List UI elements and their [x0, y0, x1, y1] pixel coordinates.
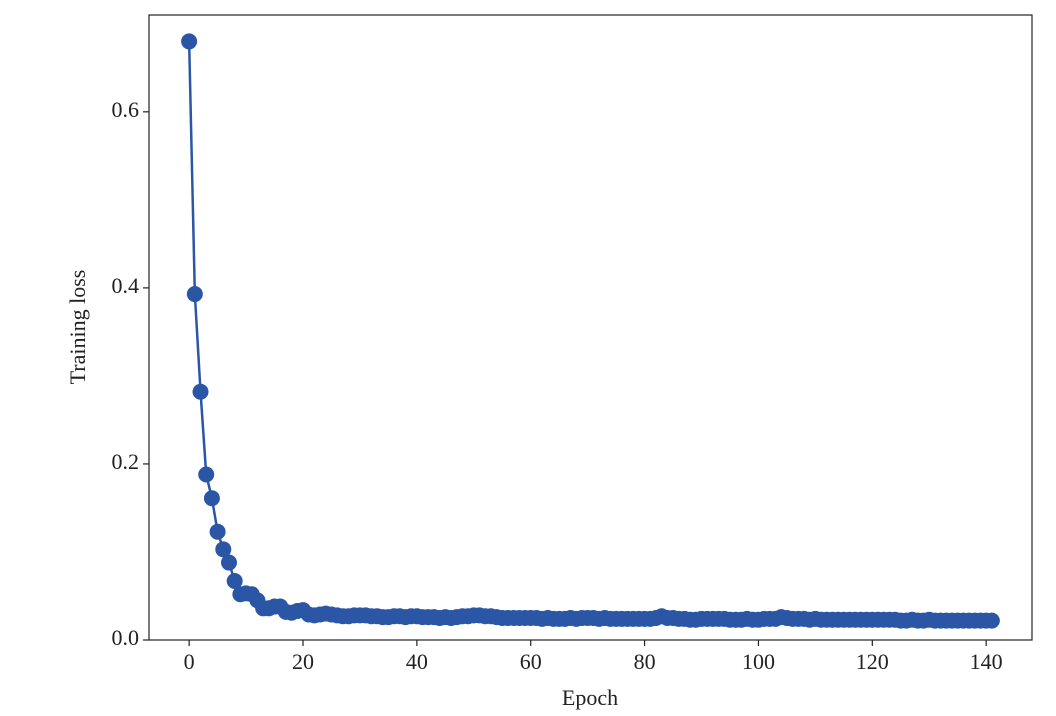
loss-point [220, 554, 237, 571]
x-tick-label: 80 [634, 649, 656, 674]
x-tick-label: 40 [406, 649, 428, 674]
y-tick-label: 0.2 [112, 449, 140, 474]
loss-point [186, 286, 203, 303]
plot-frame [148, 14, 1033, 641]
loss-point [198, 466, 215, 483]
loss-line [187, 41, 992, 622]
loss-point [983, 612, 1000, 629]
x-tick-label: 120 [856, 649, 889, 674]
x-tick-label: 20 [292, 649, 314, 674]
loss-point [203, 490, 220, 507]
x-tick-label: 140 [970, 649, 1003, 674]
y-tick-label: 0.4 [112, 273, 140, 298]
x-axis-label: Epoch [562, 685, 618, 710]
loss-point [226, 573, 243, 590]
loss-point [181, 33, 198, 50]
loss-point [209, 523, 226, 540]
y-axis-label: Training loss [65, 270, 90, 385]
x-tick-label: 0 [184, 649, 195, 674]
x-tick-label: 100 [742, 649, 775, 674]
loss-point [215, 541, 232, 558]
y-tick-label: 0.0 [112, 625, 140, 650]
x-tick-label: 60 [520, 649, 542, 674]
y-tick-label: 0.6 [112, 97, 140, 122]
loss-point [192, 383, 209, 400]
